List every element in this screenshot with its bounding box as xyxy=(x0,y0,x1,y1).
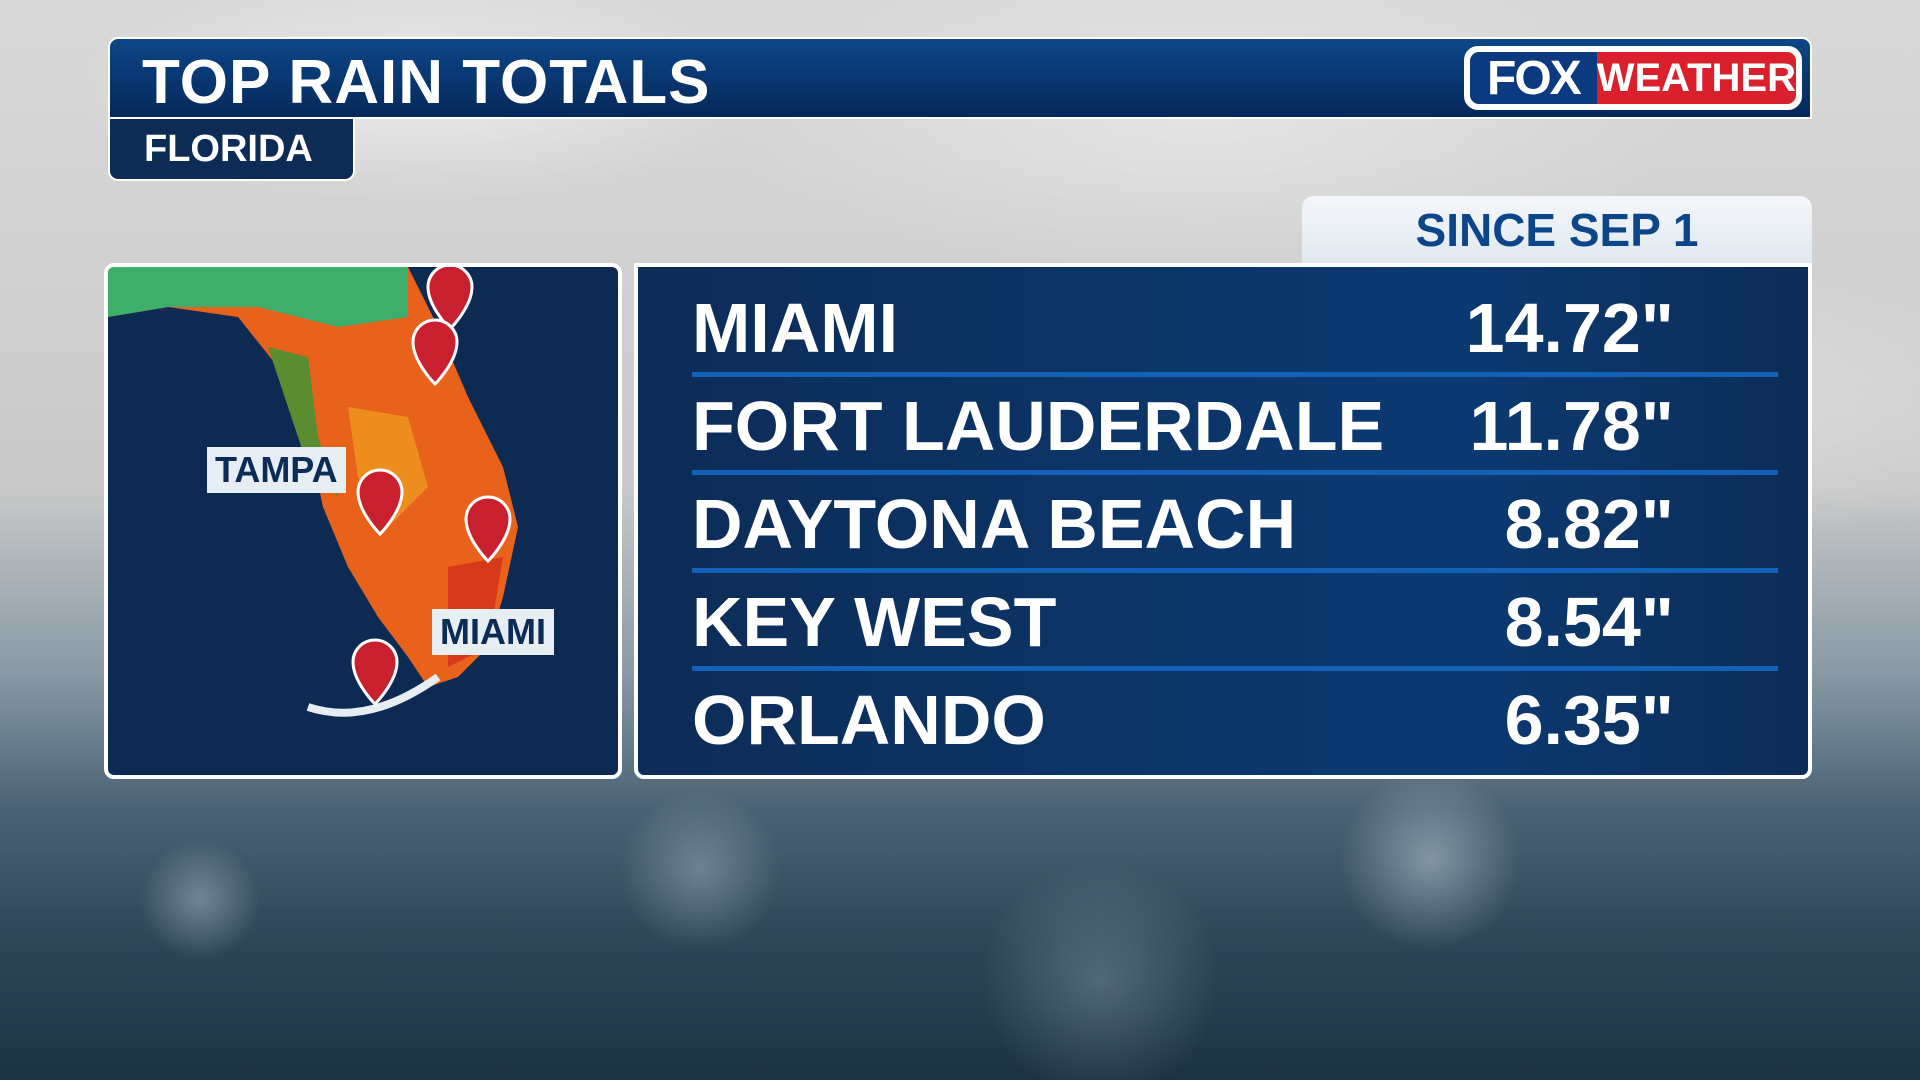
location-pins xyxy=(351,267,512,707)
background-rain-splash xyxy=(0,780,1920,1080)
rain-total: 8.82" xyxy=(1504,485,1674,563)
table-row: MIAMI 14.72" xyxy=(692,279,1782,377)
rain-total: 6.35" xyxy=(1504,681,1674,759)
rain-total: 11.78" xyxy=(1469,387,1675,465)
title-bar: TOP RAIN TOTALS FOX WEATHER xyxy=(108,37,1812,119)
city-name: MIAMI xyxy=(692,289,899,367)
city-name: KEY WEST xyxy=(692,583,1057,661)
table-row: DAYTONA BEACH 8.82" xyxy=(692,475,1782,573)
row-divider xyxy=(692,372,1778,377)
period-tab: SINCE SEP 1 xyxy=(1302,196,1812,263)
table-row: KEY WEST 8.54" xyxy=(692,573,1782,671)
row-divider xyxy=(692,470,1778,475)
map-label-miami: MIAMI xyxy=(432,609,554,655)
table-row: ORLANDO 6.35" xyxy=(692,671,1782,769)
rain-total: 14.72" xyxy=(1465,289,1674,367)
map-label-tampa: TAMPA xyxy=(207,447,346,493)
rain-total: 8.54" xyxy=(1504,583,1674,661)
florida-map-graphic xyxy=(108,267,518,717)
region-tab: FLORIDA xyxy=(108,119,355,181)
row-divider xyxy=(692,666,1778,671)
logo-weather: WEATHER xyxy=(1596,52,1796,104)
page-title: TOP RAIN TOTALS xyxy=(142,48,711,117)
logo-fox: FOX xyxy=(1470,52,1597,105)
florida-rain-map: TAMPA MIAMI xyxy=(104,263,622,779)
table-row: FORT LAUDERDALE 11.78" xyxy=(692,377,1782,475)
city-name: ORLANDO xyxy=(692,681,1046,759)
fox-weather-logo: FOX WEATHER xyxy=(1464,46,1802,110)
row-divider xyxy=(692,568,1778,573)
city-name: FORT LAUDERDALE xyxy=(692,387,1385,465)
city-name: DAYTONA BEACH xyxy=(692,485,1297,563)
rain-totals-table: MIAMI 14.72" FORT LAUDERDALE 11.78" DAYTON… xyxy=(634,263,1812,779)
